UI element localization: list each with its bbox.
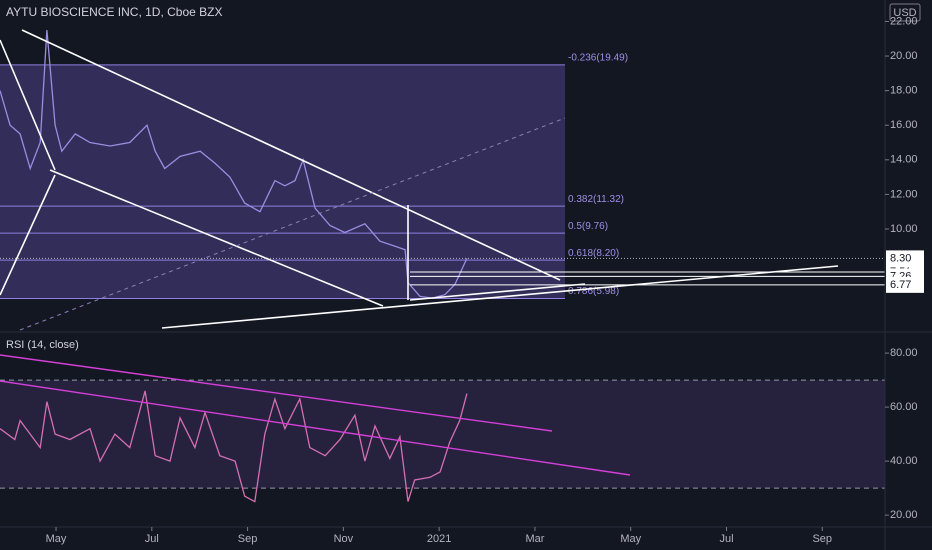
price-label: 6.77 <box>890 279 911 291</box>
y-tick-label: 10.00 <box>890 223 918 235</box>
y-tick-label: 16.00 <box>890 119 918 131</box>
y-tick-label: 22.00 <box>890 15 918 27</box>
currency: USD <box>893 7 916 19</box>
price-line <box>0 390 468 503</box>
x-tick-label: 2021 <box>427 533 451 545</box>
y-tick-label: 18.00 <box>890 85 918 97</box>
trend-line <box>19 117 566 331</box>
y-tick-label: 80.00 <box>890 347 918 359</box>
currency-box <box>889 3 921 22</box>
y-tick-label: 12.00 <box>890 188 918 200</box>
fib-label: -0.236(19.49) <box>568 52 628 63</box>
trend-line <box>0 380 631 476</box>
x-tick-label: Jul <box>145 533 159 545</box>
trend-line <box>0 39 56 171</box>
x-tick-label: Nov <box>334 533 354 545</box>
x-tick-label: Sep <box>238 533 258 545</box>
plot-layer: -0.236(19.49) 0.382(11.32) 0.5(9.76) 0.618(… <box>0 30 885 503</box>
y-tick-label: 20.00 <box>890 509 918 521</box>
chart-title: AYTU BIOSCIENCE INC, 1D, Cboe BZX <box>6 5 223 19</box>
fib-label: 0.786(5.98) <box>568 286 619 297</box>
y-tick-label: 14.00 <box>890 154 918 166</box>
x-tick-label: May <box>620 533 641 545</box>
fib-label: 0.5(9.76) <box>568 221 608 232</box>
trend-line <box>0 174 56 296</box>
y-tick-label: 40.00 <box>890 455 918 467</box>
rsi-band <box>0 380 885 489</box>
price-label: 8.30 <box>890 252 911 264</box>
fib-area <box>0 64 565 299</box>
rsi-title: RSI (14, close) <box>6 339 79 351</box>
y-tick-label: 60.00 <box>890 401 918 413</box>
trend-line <box>21 29 561 281</box>
price-label-box <box>886 250 924 267</box>
x-tick-label: Sep <box>812 533 832 545</box>
fib-label: 0.382(11.32) <box>568 194 624 205</box>
trend-line <box>0 354 553 432</box>
trend-lines <box>0 29 839 331</box>
trend-line <box>161 265 839 329</box>
x-tick-label: May <box>46 533 67 545</box>
x-tick-label: Mar <box>525 533 544 545</box>
y-tick-label: 20.00 <box>890 50 918 62</box>
trend-line <box>49 169 384 307</box>
rsi-trend-lines <box>0 354 631 476</box>
fib-label: 0.618(8.20) <box>568 248 619 259</box>
x-tick-label: Jul <box>719 533 733 545</box>
price-label-box <box>886 276 924 293</box>
price-line <box>0 30 468 299</box>
trend-line <box>409 283 586 301</box>
